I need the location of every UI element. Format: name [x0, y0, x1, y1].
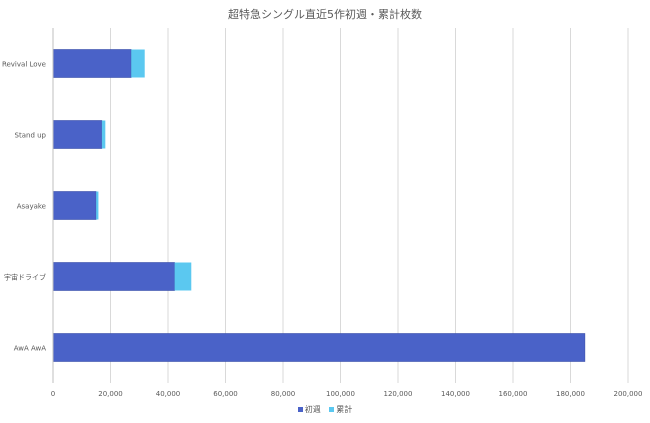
y-category-label: Asayake [17, 203, 46, 211]
bar-series-1 [174, 262, 192, 291]
y-category-label: AwA AwA [14, 345, 46, 353]
y-category-label: Stand up [15, 132, 47, 140]
y-category-label: 宇宙ドライブ [4, 273, 46, 282]
bar-series-0 [52, 191, 97, 220]
x-tick-label: 200,000 [614, 390, 643, 398]
y-category-label: Revival Love [2, 61, 46, 69]
bar-series-1 [101, 120, 106, 149]
bar-series-1 [96, 191, 99, 220]
legend-item-series-1: 累計 [329, 404, 352, 415]
bar-series-0 [52, 262, 175, 291]
x-tick-label: 160,000 [499, 390, 528, 398]
x-tick-label: 0 [51, 390, 55, 398]
x-tick-label: 120,000 [384, 390, 413, 398]
x-tick-label: 40,000 [156, 390, 181, 398]
chart-title: 超特急シングル直近5作初週・累計枚数 [228, 8, 422, 21]
legend-item-series-0: 初週 [297, 404, 321, 415]
legend-swatch-series-0 [297, 407, 303, 412]
legend-label-series-1: 累計 [336, 405, 353, 414]
x-tick-label: 20,000 [98, 390, 123, 398]
bars [52, 49, 586, 362]
bar-series-0 [52, 49, 132, 78]
legend-label-series-0: 初週 [304, 405, 321, 414]
x-tick-label: 140,000 [441, 390, 470, 398]
bar-series-1 [131, 49, 145, 78]
x-tick-label: 100,000 [326, 390, 355, 398]
axes: 0 20,000 40,000 60,000 80,000 100,000 120,000 1… [2, 28, 643, 398]
x-tick-label: 180,000 [556, 390, 585, 398]
x-tick-label: 80,000 [271, 390, 296, 398]
legend-swatch-series-1 [329, 407, 335, 412]
bar-series-0 [52, 333, 586, 362]
gridlines [110, 28, 629, 383]
bar-series-0 [52, 120, 103, 149]
x-tick-label: 60,000 [213, 390, 238, 398]
legend: 初週 累計 [0, 404, 650, 415]
